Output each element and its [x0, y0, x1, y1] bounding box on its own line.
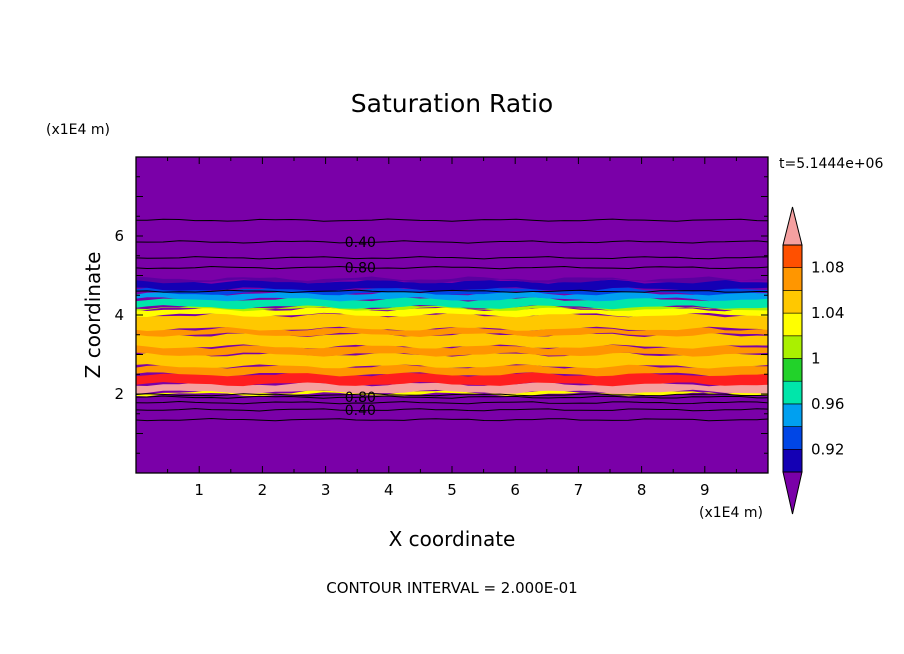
x-tick-label: 8 [637, 481, 647, 499]
contour-line [136, 289, 768, 294]
contour-band [136, 279, 768, 292]
colorbar: 0.92 0.96 1 1.04 1.08 [782, 206, 844, 515]
colorbar-label: 0.92 [811, 440, 844, 458]
x-tick-label: 2 [258, 481, 268, 499]
contour-line [136, 395, 768, 399]
contour-label: 0.40 [345, 235, 376, 251]
contour-line [136, 417, 768, 422]
contour-label: 0.80 [345, 261, 376, 277]
contour-label: 0.80 [345, 390, 376, 406]
contour-label: 0.40 [345, 403, 376, 419]
contour-line [136, 218, 768, 222]
x-tick-label: 7 [574, 481, 584, 499]
y-tick-label: 4 [114, 306, 124, 324]
x-tick-label: 9 [700, 481, 710, 499]
contour-band [136, 381, 768, 395]
contour-line [136, 393, 768, 397]
x-tick-label: 4 [384, 481, 394, 499]
contour-band [136, 276, 768, 284]
colorbar-segment [782, 358, 803, 382]
contour-band [136, 332, 768, 349]
contour-labels: 0.400.800.800.40 [345, 235, 376, 419]
colorbar-frame [782, 244, 803, 473]
contour-band [136, 312, 768, 331]
colorbar-segment [782, 448, 803, 473]
colorbar-label: 1.04 [811, 304, 844, 322]
y-tick-label: 2 [114, 385, 124, 403]
colorbar-label: 1 [811, 350, 821, 368]
contour-lines [136, 218, 768, 422]
x-axis-ticks: 1 2 3 4 5 6 7 8 9 [167, 157, 737, 499]
colorbar-segment [782, 312, 803, 337]
colorbar-label: 1.08 [811, 259, 844, 277]
x-tick-label: 1 [194, 481, 204, 499]
x-units-label: (x1E4 m) [699, 505, 763, 521]
contour-band [136, 306, 768, 318]
colorbar-segment [782, 403, 803, 427]
contour-line [136, 240, 768, 244]
x-tick-label: 3 [321, 481, 331, 499]
contour-fill [136, 157, 768, 473]
contour-band [136, 326, 768, 337]
contour-interval-note: CONTOUR INTERVAL = 2.000E-01 [326, 579, 577, 597]
contour-band [136, 352, 768, 369]
contour-line [136, 256, 768, 260]
chart-title: Saturation Ratio [351, 89, 553, 118]
contour-band [136, 364, 768, 377]
colorbar-segment [782, 426, 803, 450]
colorbar-segment [782, 290, 803, 314]
colorbar-segment [782, 244, 803, 269]
contour-band [136, 304, 768, 312]
y-tick-label: 6 [114, 227, 124, 245]
colorbar-label: 0.96 [811, 395, 844, 413]
colorbar-over-arrow [782, 206, 803, 246]
colorbar-segment [782, 267, 803, 291]
colorbar-segment [782, 380, 803, 405]
y-axis-title: Z coordinate [81, 252, 105, 379]
x-tick-label: 5 [447, 481, 457, 499]
contour-line [136, 400, 768, 405]
contour-line [136, 408, 768, 412]
time-label: t=5.1444e+06 [779, 156, 883, 172]
contour-band [136, 344, 768, 357]
colorbar-segment [782, 335, 803, 359]
y-axis-ticks: 2 4 6 [114, 176, 768, 454]
x-tick-label: 6 [510, 481, 520, 499]
y-units-label: (x1E4 m) [46, 122, 110, 138]
colorbar-under-arrow [782, 471, 803, 515]
contour-line [136, 265, 768, 270]
x-axis-title: X coordinate [389, 527, 516, 551]
